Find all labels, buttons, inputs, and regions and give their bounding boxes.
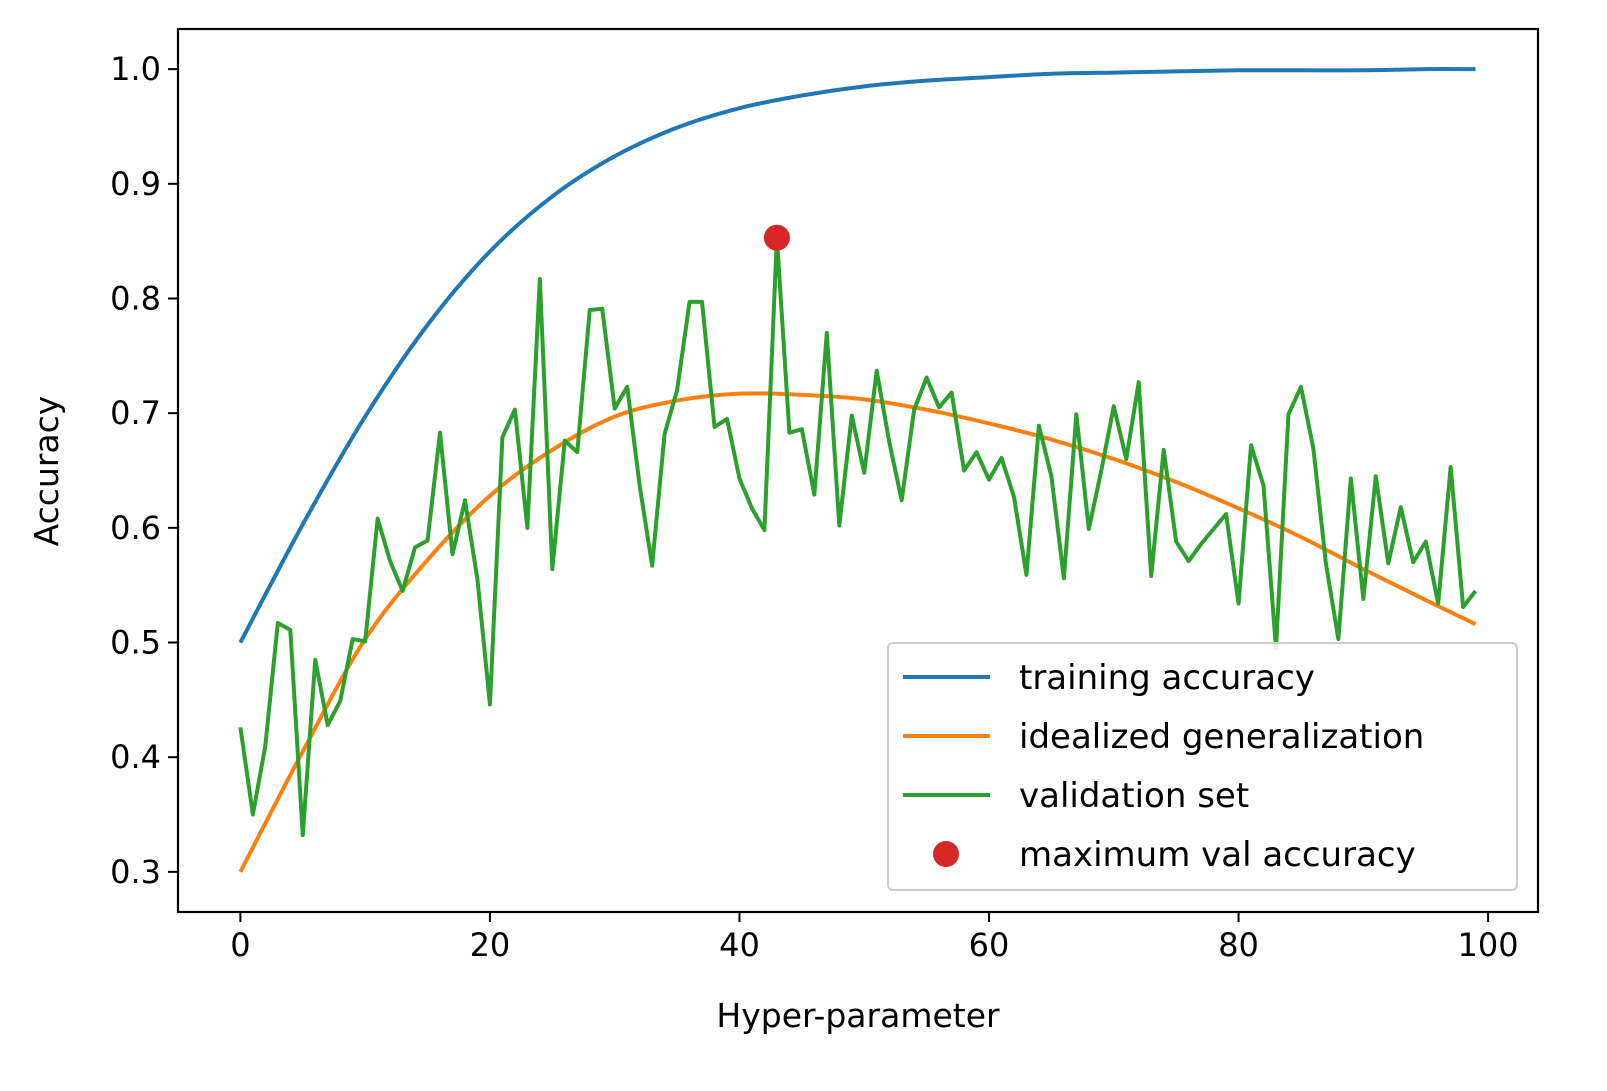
validation-set-line [238, 235, 1478, 838]
y-tick-label: 0.7 [110, 394, 161, 432]
x-tick-label: 0 [230, 926, 250, 964]
x-axis: 0 20 40 60 80 100 [230, 912, 1519, 964]
y-axis: 0.3 0.4 0.5 0.6 0.7 0.8 0.9 1.0 [110, 50, 178, 891]
legend-entry-validation: validation set [903, 776, 1249, 816]
x-tick-label: 100 [1458, 926, 1519, 964]
y-tick-label: 0.4 [110, 738, 161, 776]
x-axis-label: Hyper-parameter [716, 996, 1000, 1035]
y-tick-label: 0.3 [110, 853, 161, 891]
y-tick-label: 0.6 [110, 509, 161, 547]
x-tick-label: 60 [969, 926, 1010, 964]
legend-label-max: maximum val accuracy [1019, 835, 1416, 875]
y-axis-label: Accuracy [27, 396, 66, 547]
legend-entry-training: training accuracy [903, 658, 1315, 698]
plot-frame [176, 27, 1540, 914]
idealized-generalization-line [238, 391, 1477, 873]
x-tick-label: 40 [719, 926, 760, 964]
x-tick-label: 80 [1218, 926, 1259, 964]
x-tick-label: 20 [470, 926, 511, 964]
plot-lines [238, 67, 1478, 873]
legend-entry-generalization: idealized generalization [903, 717, 1424, 757]
legend-label-validation: validation set [1019, 776, 1249, 816]
y-tick-label: 1.0 [110, 50, 161, 88]
legend-label-training: training accuracy [1019, 658, 1315, 698]
training-accuracy-line [238, 67, 1476, 644]
y-tick-label: 0.9 [110, 165, 161, 203]
y-tick-label: 0.5 [110, 624, 161, 662]
y-tick-label: 0.8 [110, 279, 161, 317]
maximum-val-accuracy-marker [763, 224, 790, 251]
legend-label-generalization: idealized generalization [1019, 717, 1424, 757]
legend-marker-max [933, 841, 959, 867]
legend: training accuracy idealized generalizati… [887, 642, 1518, 891]
legend-entry-max: maximum val accuracy [933, 835, 1416, 875]
legend-box [887, 642, 1518, 891]
